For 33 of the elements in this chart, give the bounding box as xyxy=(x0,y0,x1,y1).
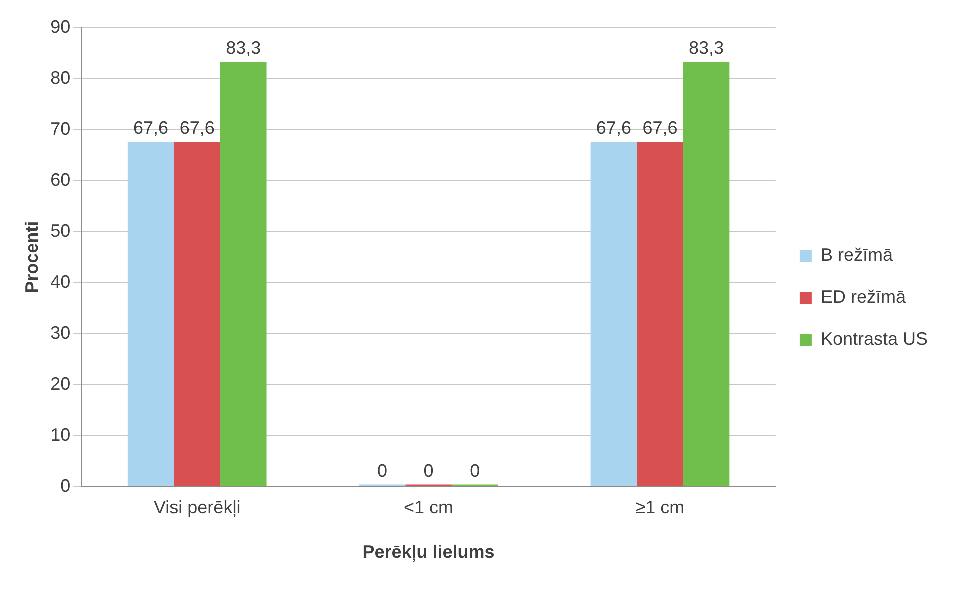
data-label: 0 xyxy=(377,460,388,481)
y-tick-label: 70 xyxy=(50,118,71,139)
bar xyxy=(683,62,730,486)
y-tick-label: 10 xyxy=(50,424,71,445)
data-label: 67,6 xyxy=(642,118,678,138)
bar xyxy=(128,142,174,486)
data-label: 0 xyxy=(470,460,480,481)
bar xyxy=(174,142,220,486)
bar xyxy=(220,62,267,486)
legend-label: Kontrasta US xyxy=(820,328,928,349)
x-tick-label: Visi perēkļi xyxy=(154,498,241,518)
y-tick-label: 30 xyxy=(50,322,71,343)
x-tick-label: ≥1 cm xyxy=(636,498,685,518)
data-label: 67,6 xyxy=(596,118,632,138)
bar xyxy=(637,142,684,486)
data-label: 67,6 xyxy=(134,118,169,138)
data-label: 0 xyxy=(424,460,434,481)
y-tick-label: 40 xyxy=(50,272,71,292)
x-axis-title: Perēkļu lielums xyxy=(362,542,495,562)
y-axis-title: Procenti xyxy=(22,221,42,294)
y-tick-label: 50 xyxy=(50,220,71,241)
legend-label: ED režīmā xyxy=(820,286,907,307)
y-tick-label: 20 xyxy=(50,374,71,394)
data-label: 83,3 xyxy=(688,38,724,58)
bar xyxy=(590,142,638,486)
y-tick-label: 0 xyxy=(60,476,71,496)
data-label: 67,6 xyxy=(180,118,215,138)
data-label: 83,3 xyxy=(226,38,262,58)
y-tick-label: 60 xyxy=(50,170,71,190)
legend-label: B režīmā xyxy=(820,244,894,265)
y-tick-label: 90 xyxy=(50,16,71,37)
x-tick-label: <1 cm xyxy=(404,498,454,518)
y-tick-label: 80 xyxy=(50,68,71,88)
